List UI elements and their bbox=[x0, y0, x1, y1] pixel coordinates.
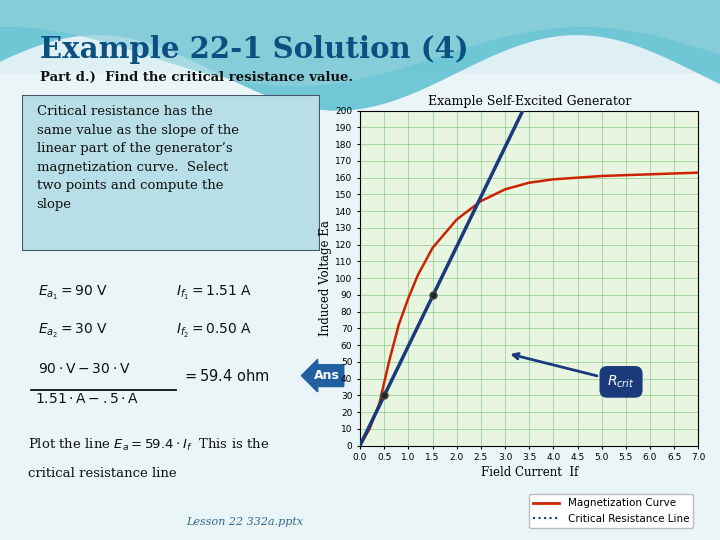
Text: $E_{a_1} = 90\ \mathrm{V}$: $E_{a_1} = 90\ \mathrm{V}$ bbox=[38, 284, 108, 302]
FancyBboxPatch shape bbox=[22, 94, 320, 251]
Text: $1.51 \cdot \mathrm{A} - .5 \cdot \mathrm{A}$: $1.51 \cdot \mathrm{A} - .5 \cdot \mathr… bbox=[35, 392, 139, 406]
Text: Part d.)  Find the critical resistance value.: Part d.) Find the critical resistance va… bbox=[40, 71, 353, 84]
Text: $I_{f_1} = 1.51\ \mathrm{A}$: $I_{f_1} = 1.51\ \mathrm{A}$ bbox=[176, 284, 252, 302]
Text: $= 59.4\ \mathrm{ohm}$: $= 59.4\ \mathrm{ohm}$ bbox=[182, 368, 270, 383]
Text: Critical resistance has the
same value as the slope of the
linear part of the ge: Critical resistance has the same value a… bbox=[37, 105, 238, 211]
Polygon shape bbox=[0, 0, 720, 86]
Bar bbox=[0, 73, 720, 540]
Polygon shape bbox=[0, 0, 720, 111]
Legend: Magnetization Curve, Critical Resistance Line: Magnetization Curve, Critical Resistance… bbox=[529, 494, 693, 528]
Title: Example Self-Excited Generator: Example Self-Excited Generator bbox=[428, 95, 631, 108]
Y-axis label: Induced Voltage Ea: Induced Voltage Ea bbox=[320, 220, 333, 336]
Text: $90 \cdot \mathrm{V} - 30 \cdot \mathrm{V}$: $90 \cdot \mathrm{V} - 30 \cdot \mathrm{… bbox=[38, 362, 131, 376]
Text: $R_{crit}$: $R_{crit}$ bbox=[513, 354, 635, 390]
Text: Example 22-1 Solution (4): Example 22-1 Solution (4) bbox=[40, 35, 468, 64]
Text: Ans: Ans bbox=[313, 369, 339, 382]
Text: $E_{a_2} = 30\ \mathrm{V}$: $E_{a_2} = 30\ \mathrm{V}$ bbox=[38, 322, 108, 340]
Text: Lesson 22 332a.pptx: Lesson 22 332a.pptx bbox=[186, 517, 303, 527]
Text: $I_{f_2} = 0.50\ \mathrm{A}$: $I_{f_2} = 0.50\ \mathrm{A}$ bbox=[176, 322, 252, 340]
Text: Plot the line $E_a = 59.4 \cdot I_f$  This is the: Plot the line $E_a = 59.4 \cdot I_f$ Thi… bbox=[28, 436, 269, 453]
Text: critical resistance line: critical resistance line bbox=[28, 467, 177, 480]
X-axis label: Field Current  If: Field Current If bbox=[480, 467, 578, 480]
Text: 13: 13 bbox=[678, 515, 695, 528]
